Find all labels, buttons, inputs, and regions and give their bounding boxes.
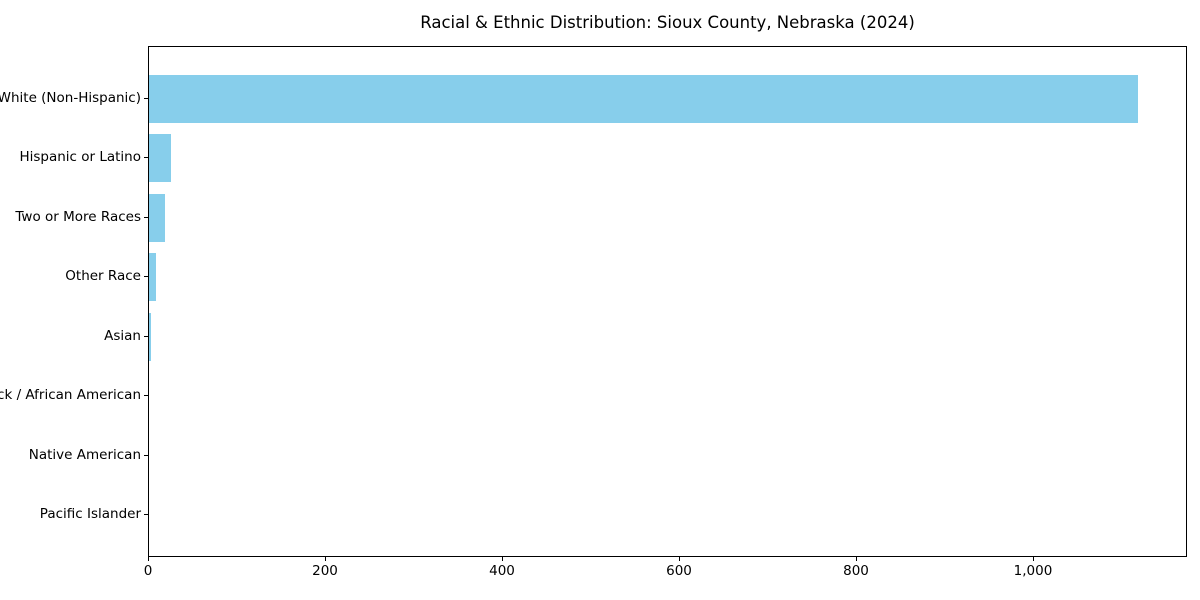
y-axis-label: White (Non-Hispanic) xyxy=(0,89,141,106)
x-tick-mark xyxy=(679,557,680,561)
y-tick-mark xyxy=(144,395,148,396)
y-tick-mark xyxy=(144,335,148,337)
y-tick-mark xyxy=(144,276,148,277)
y-axis-label: Asian xyxy=(104,327,141,344)
chart-title: Racial & Ethnic Distribution: Sioux Coun… xyxy=(420,13,915,32)
x-tick-mark xyxy=(502,557,503,561)
y-axis-label: Two or More Races xyxy=(15,208,141,225)
bar-white-non-hispanic xyxy=(149,74,1139,123)
plot-area xyxy=(148,46,1187,557)
x-axis-tick-label: 200 xyxy=(312,563,338,579)
x-axis-tick-label: 600 xyxy=(666,563,692,579)
y-tick-mark xyxy=(144,514,148,515)
y-axis-label: Native American xyxy=(28,446,141,463)
x-axis-tick-label: 800 xyxy=(843,563,869,579)
x-tick-mark xyxy=(325,557,326,561)
bar-two-or-more-races xyxy=(149,193,165,242)
x-tick-mark xyxy=(148,557,149,561)
y-tick-mark xyxy=(144,216,148,218)
bar-other-race xyxy=(149,253,157,301)
y-axis-label: Hispanic or Latino xyxy=(19,149,141,165)
y-tick-mark xyxy=(144,157,148,158)
y-axis-label: Other Race xyxy=(65,268,141,284)
y-axis-label: Pacific Islander xyxy=(39,506,141,522)
x-tick-mark xyxy=(1033,557,1034,561)
y-tick-mark xyxy=(144,97,148,99)
y-axis-label: Black / African American xyxy=(0,387,141,403)
bar-asian xyxy=(149,312,151,361)
x-axis-tick-label: 0 xyxy=(143,563,153,579)
x-tick-mark xyxy=(856,557,857,561)
x-axis-tick-label: 1,000 xyxy=(1013,563,1053,579)
y-tick-mark xyxy=(144,454,148,456)
bar-hispanic-or-latino xyxy=(149,134,172,182)
x-axis-tick-label: 400 xyxy=(489,563,515,579)
